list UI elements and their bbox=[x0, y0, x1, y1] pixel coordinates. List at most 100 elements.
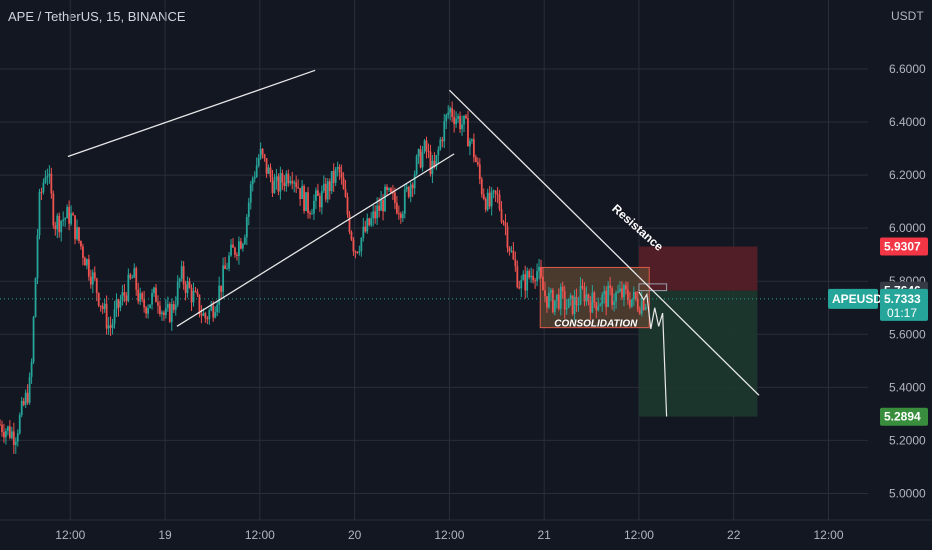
candle-down bbox=[224, 265, 226, 269]
current-price-box[interactable] bbox=[880, 288, 928, 321]
candle-up bbox=[617, 291, 619, 293]
candle-up bbox=[455, 118, 458, 124]
candle-down bbox=[399, 213, 402, 219]
candle-down bbox=[93, 272, 96, 279]
candle-up bbox=[216, 304, 219, 313]
candle-up bbox=[228, 255, 230, 269]
candle-up bbox=[18, 415, 21, 434]
candle-down bbox=[196, 291, 199, 295]
stop-loss-zone[interactable] bbox=[638, 246, 758, 291]
candle-down bbox=[571, 295, 574, 315]
candle-down bbox=[480, 179, 483, 195]
candle-down bbox=[476, 161, 479, 165]
candle-down bbox=[190, 287, 193, 303]
candle-up bbox=[632, 292, 635, 300]
candle-down bbox=[494, 190, 497, 194]
candle-down bbox=[182, 266, 185, 285]
candle-down bbox=[332, 170, 335, 183]
candle-up bbox=[226, 268, 228, 270]
candle-up bbox=[6, 426, 9, 431]
trade-zones[interactable] bbox=[539, 246, 758, 417]
candle-up bbox=[174, 304, 177, 310]
candle-down bbox=[472, 139, 475, 158]
candle-up bbox=[60, 220, 63, 233]
candle-up bbox=[121, 292, 124, 301]
candle-up bbox=[5, 430, 7, 438]
candle-down bbox=[283, 182, 286, 187]
candle-up bbox=[526, 270, 529, 291]
candle-down bbox=[488, 192, 491, 207]
candle-up bbox=[24, 392, 27, 405]
candle-down bbox=[84, 257, 86, 266]
candle-up bbox=[178, 278, 181, 282]
take-profit-zone[interactable] bbox=[638, 290, 758, 417]
candle-up bbox=[20, 400, 23, 416]
consolidation-label: CONSOLIDATION bbox=[554, 319, 638, 330]
candle-down bbox=[500, 209, 503, 222]
candle-up bbox=[388, 188, 390, 191]
candle-up bbox=[164, 308, 167, 315]
candle-up bbox=[218, 285, 221, 305]
candle-up bbox=[522, 274, 525, 280]
candle-down bbox=[232, 244, 234, 248]
candle-up bbox=[285, 173, 288, 187]
candle-down bbox=[68, 207, 71, 224]
candle-up bbox=[210, 305, 213, 311]
candle-up bbox=[370, 218, 373, 226]
candle-down bbox=[299, 188, 302, 199]
candle-up bbox=[249, 184, 252, 203]
chart-symbol-title[interactable]: APE / TetherUS, 15, BINANCE bbox=[8, 9, 186, 24]
projection-path[interactable] bbox=[638, 291, 668, 417]
candle-down bbox=[297, 187, 300, 189]
candle-down bbox=[206, 318, 209, 320]
candle-down bbox=[382, 200, 384, 212]
candle-down bbox=[168, 304, 171, 322]
upper-channel-line[interactable] bbox=[67, 69, 316, 158]
lower-channel-line[interactable] bbox=[176, 153, 455, 327]
time-axis[interactable]: 12:00 19 12:00 20 12:00 21 12:00 22 12:00 bbox=[0, 519, 932, 542]
candle-up bbox=[289, 180, 292, 184]
candle-down bbox=[534, 280, 536, 282]
resistance-line[interactable] bbox=[448, 89, 760, 396]
price-axis[interactable]: USDT6.60006.40006.20006.00005.80005.6000… bbox=[828, 9, 928, 500]
currency-label: USDT bbox=[891, 9, 924, 23]
price-tag-label: 5.9307 bbox=[884, 240, 921, 254]
candle-up bbox=[607, 285, 610, 307]
candle-up bbox=[548, 292, 550, 308]
candle-down bbox=[74, 215, 76, 240]
candle-up bbox=[76, 227, 78, 240]
candle-down bbox=[220, 285, 223, 292]
candle-up bbox=[255, 165, 258, 177]
candle-down bbox=[433, 160, 436, 167]
candle-down bbox=[12, 431, 15, 446]
candle-up bbox=[111, 323, 114, 328]
symbol-tag-box[interactable] bbox=[828, 288, 878, 309]
candle-up bbox=[279, 173, 282, 192]
candle-down bbox=[234, 247, 236, 255]
price-tag-box[interactable] bbox=[880, 407, 928, 426]
candle-down bbox=[271, 177, 274, 194]
price-tick-label: 5.6000 bbox=[889, 327, 926, 341]
candle-down bbox=[508, 247, 511, 252]
candle-down bbox=[634, 292, 637, 299]
candle-down bbox=[236, 254, 238, 256]
candle-down bbox=[482, 194, 485, 199]
candle-up bbox=[336, 166, 339, 169]
candle-up bbox=[435, 155, 438, 167]
candle-down bbox=[504, 222, 507, 227]
candle-down bbox=[524, 274, 527, 291]
candle-up bbox=[10, 431, 13, 438]
candle-down bbox=[22, 400, 25, 405]
candle-up bbox=[553, 300, 556, 313]
candle-up bbox=[443, 121, 446, 142]
candle-down bbox=[474, 157, 477, 162]
candle-down bbox=[58, 215, 61, 233]
candle-down bbox=[212, 305, 215, 318]
candle-down bbox=[378, 205, 381, 211]
candle-up bbox=[567, 298, 570, 308]
candle-down bbox=[621, 288, 623, 298]
candle-down bbox=[611, 288, 614, 305]
price-tag-box[interactable] bbox=[880, 237, 928, 256]
candle-down bbox=[544, 290, 546, 297]
